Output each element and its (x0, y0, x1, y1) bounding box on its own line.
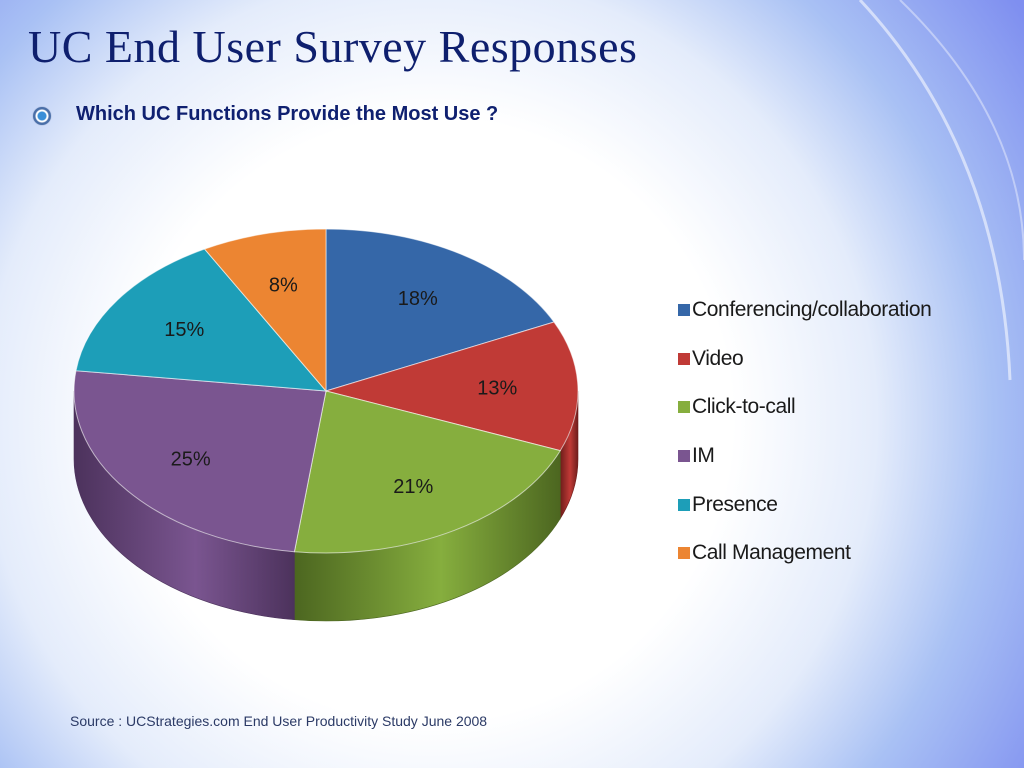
pie-slice-presence (75, 248, 328, 392)
legend-label: Video (692, 346, 744, 370)
legend-swatch (678, 547, 690, 560)
pie-labels: 18% 13% 21% 25% 15% 8% (164, 274, 517, 498)
pie-slice-conferencing-collaboration (325, 228, 555, 392)
legend-swatch (678, 304, 690, 316)
pie-slice-im (73, 370, 327, 553)
legend-swatch (678, 450, 690, 463)
legend-swatch (678, 498, 690, 511)
legend-label: Click-to-call (692, 395, 796, 419)
source-note: Source : UCStrategies.com End User Produ… (70, 713, 488, 729)
legend-label: Call Management (692, 541, 851, 565)
pie-label-presence: 15% (164, 319, 204, 341)
pie-label-click-to-call: 21% (393, 476, 433, 498)
pie-label-conferencing-collaboration: 18% (398, 288, 438, 310)
bullet-text: Which UC Functions Provide the Most Use … (76, 103, 499, 125)
pie-label-video: 13% (477, 378, 517, 400)
pie-slice-click-to-call (293, 390, 562, 554)
legend-label: Presence (692, 492, 778, 516)
pie-slice-video (324, 321, 579, 452)
bullet-circle-icon (33, 107, 51, 125)
legend-swatch (678, 401, 690, 414)
legend-swatch (678, 352, 690, 365)
pie-label-im: 25% (171, 449, 211, 471)
pie-label-call-management: 8% (269, 274, 298, 296)
slide-title: UC End User Survey Responses (28, 21, 638, 72)
pie-slice-call-management (203, 228, 327, 393)
legend-label: IM (692, 444, 715, 468)
pie-top (73, 228, 579, 554)
legend-label: Conferencing/collaboration (692, 298, 932, 321)
